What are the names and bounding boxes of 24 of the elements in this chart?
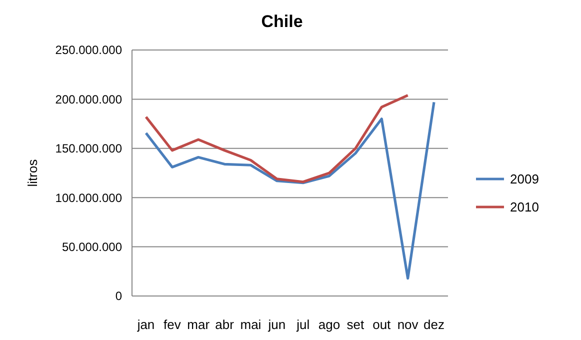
y-axis-title: litros: [25, 158, 40, 187]
x-tick-label: jan: [136, 317, 155, 332]
y-tick-label: 150.000.000: [55, 142, 122, 156]
x-tick-label: jul: [296, 317, 310, 332]
legend-label: 2010: [510, 200, 539, 215]
x-tick-label: ago: [318, 317, 340, 332]
y-tick-label: 0: [115, 289, 122, 304]
x-tick-label: abr: [215, 317, 235, 332]
line-series: [144, 100, 436, 280]
x-tick-label: mar: [187, 317, 210, 332]
x-tick-label: jun: [267, 317, 286, 332]
x-tick-label: fev: [164, 317, 182, 332]
y-tick-label: 50.000.000: [62, 240, 122, 254]
line-series: [144, 94, 410, 184]
x-tick-label: dez: [424, 317, 444, 332]
x-tick-label: nov: [397, 317, 419, 332]
y-tick-label: 100.000.000: [55, 190, 122, 205]
y-tick-label: 200.000.000: [55, 92, 122, 106]
x-tick-label: set: [346, 317, 365, 332]
legend-label: 2009: [510, 172, 539, 187]
chart-title: Chile: [261, 12, 303, 31]
y-tick-label: 250.000.000: [55, 43, 122, 58]
x-tick-label: mai: [240, 317, 262, 332]
x-tick-label: out: [372, 317, 392, 332]
